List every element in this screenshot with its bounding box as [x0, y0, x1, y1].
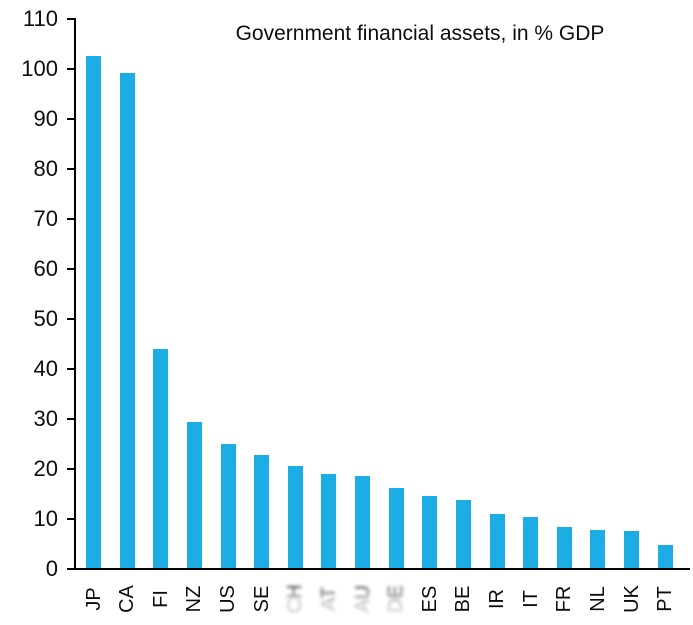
x-axis-line [67, 568, 690, 570]
bar-US [220, 444, 236, 568]
y-axis-tick [67, 268, 74, 270]
bar-JP [86, 55, 101, 568]
y-axis-tick [67, 68, 74, 70]
y-axis-tick [67, 218, 74, 220]
y-axis-tick [67, 18, 74, 20]
bar-AU [355, 476, 371, 568]
y-axis-tick [67, 468, 74, 470]
y-axis-tick [67, 568, 74, 570]
y-axis-tick [67, 318, 74, 320]
bar-CH [287, 466, 303, 568]
chart-title: Government financial assets, in % GDP [235, 22, 605, 45]
y-axis-tick-label: 70 [33, 206, 58, 231]
bar-AT [321, 474, 337, 568]
bar-FR [556, 526, 572, 568]
y-axis-tick-label: 90 [33, 106, 58, 131]
y-axis-tick-label: 50 [33, 306, 58, 331]
bar-NZ [186, 422, 202, 568]
bar-IT [523, 516, 539, 568]
y-axis-tick [67, 418, 74, 420]
bar-ES [422, 496, 438, 568]
bar-DE [388, 487, 404, 568]
x-axis-label-PT: PT [654, 586, 677, 612]
bar-FI [153, 349, 169, 568]
bar-NL [590, 529, 606, 568]
y-axis-tick [67, 368, 74, 370]
bar-IR [489, 514, 505, 568]
y-axis-tick [67, 168, 74, 170]
y-axis-tick [67, 518, 74, 520]
y-axis-tick-label: 20 [33, 456, 58, 481]
y-axis-tick-label: 30 [33, 406, 58, 431]
y-axis-tick-label: 60 [33, 256, 58, 281]
y-axis-tick-label: 80 [33, 156, 58, 181]
y-axis-tick-label: 110 [22, 6, 58, 31]
y-axis-tick-label: 40 [33, 356, 58, 381]
y-axis-tick-label: 100 [21, 56, 58, 81]
bar-PT [657, 544, 673, 568]
bar-CA [119, 73, 135, 568]
y-axis-line [74, 18, 76, 570]
bar-UK [624, 531, 640, 568]
y-axis-tick-label: 0 [45, 556, 58, 581]
y-axis-tick-label: 10 [33, 506, 58, 531]
bar-BE [455, 499, 471, 568]
y-axis-tick [67, 118, 74, 120]
bar-SE [254, 455, 270, 568]
